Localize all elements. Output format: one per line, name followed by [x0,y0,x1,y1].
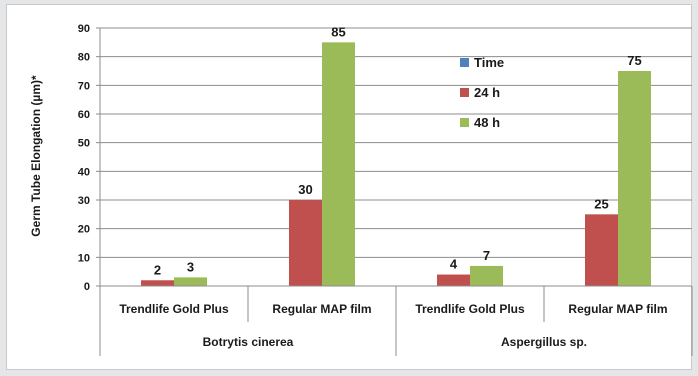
y-axis-label: Germ Tube Elongation (µm)* [29,75,43,237]
y-tick-label: 90 [78,23,90,35]
bar [174,277,207,286]
data-label: 30 [298,182,312,197]
data-label: 7 [483,248,490,263]
data-label: 4 [450,257,458,272]
legend-swatch [460,88,469,97]
legend-label: Time [474,55,504,70]
data-label: 2 [154,262,161,277]
y-tick-label: 40 [78,166,90,178]
bar [322,42,355,287]
y-tick-label: 30 [78,195,90,207]
bar [585,214,618,286]
data-label: 3 [187,259,194,274]
bar [141,280,174,286]
x-axis: Trendlife Gold Plus Regular MAP film Trend… [99,285,693,356]
data-label: 25 [594,196,608,211]
data-label: 75 [627,53,641,68]
bar [437,274,470,286]
y-tick-label: 10 [78,252,90,264]
bar [470,265,503,286]
category-label: Regular MAP film [272,302,371,316]
legend: Time 24 h 48 h [460,55,504,130]
legend-label: 48 h [474,115,500,130]
y-tick-label: 60 [78,109,90,121]
bars [141,42,651,287]
legend-swatch [460,58,469,67]
group-label: Botrytis cinerea [203,335,294,349]
data-label: 85 [331,24,345,39]
bar [289,200,322,286]
y-axis: 0 10 20 30 40 50 60 70 80 90 [78,23,101,293]
category-label: Regular MAP film [568,302,667,316]
legend-label: 24 h [474,85,500,100]
y-tick-label: 20 [78,224,90,236]
category-label: Trendlife Gold Plus [415,302,525,316]
y-tick-label: 80 [78,52,90,64]
y-tick-label: 50 [78,138,90,150]
bar [618,71,651,286]
legend-swatch [460,118,469,127]
data-labels: 2 3 30 85 4 7 25 75 [154,24,642,277]
y-tick-label: 70 [78,80,90,92]
group-label: Aspergillus sp. [501,335,587,349]
category-label: Trendlife Gold Plus [119,302,229,316]
y-tick-label: 0 [84,281,90,293]
